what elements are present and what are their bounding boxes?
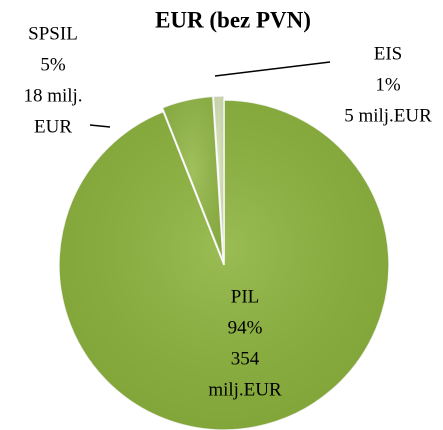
slice-percent: 5% bbox=[40, 54, 66, 75]
leader-line bbox=[89, 124, 111, 128]
slice-amount: 18 milj. bbox=[23, 85, 82, 106]
slice-percent: 94% bbox=[228, 317, 263, 338]
slice-amount: EUR bbox=[34, 116, 72, 137]
slice-amount: milj.EUR bbox=[208, 379, 282, 400]
slice-amount: 5 milj.EUR bbox=[344, 105, 432, 126]
slice-label: EIS bbox=[374, 43, 403, 64]
slice-label: PIL bbox=[231, 286, 260, 307]
leader-line bbox=[214, 61, 331, 77]
chart-title: EUR (bez PVN) bbox=[155, 7, 311, 32]
slice-percent: 1% bbox=[375, 74, 401, 95]
slice-amount: 354 bbox=[231, 348, 260, 369]
slice-label: SPSIL bbox=[28, 23, 78, 44]
